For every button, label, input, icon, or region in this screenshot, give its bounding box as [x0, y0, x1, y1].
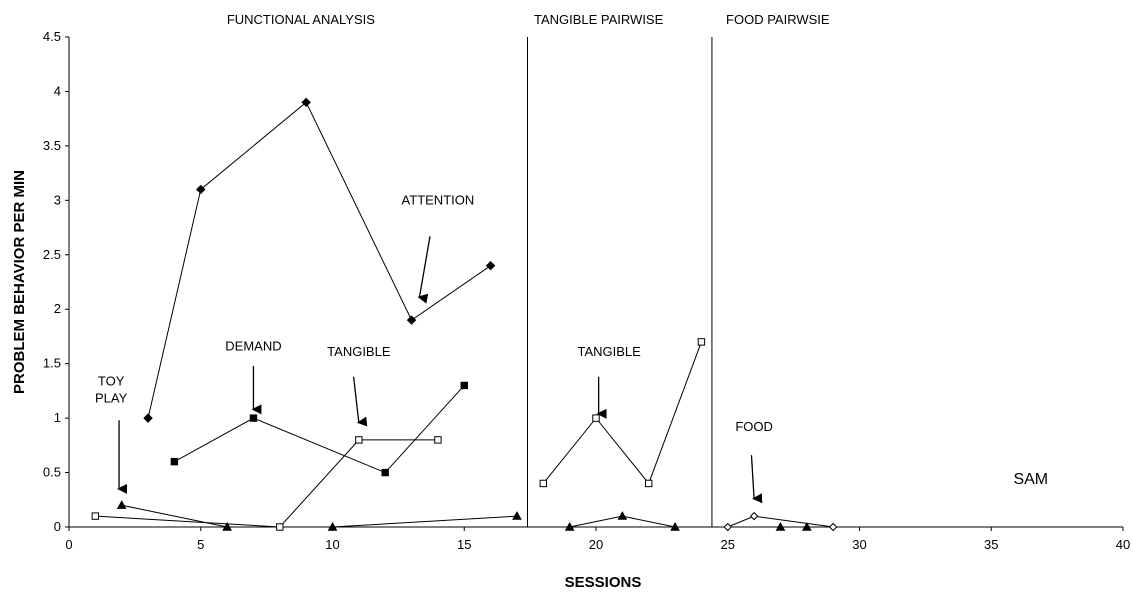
data-point [723, 522, 732, 532]
y-axis-title: PROBLEM BEHAVIOR PER MIN [11, 170, 28, 394]
series-group [775, 521, 812, 531]
y-tick-label: 4.5 [43, 29, 61, 44]
x-tick-label: 40 [1116, 537, 1130, 552]
annotation-line: ATTENTION [402, 193, 475, 208]
data-point [434, 436, 442, 444]
data-point [775, 521, 786, 531]
data-point [564, 521, 575, 531]
participant-label: SAM [1013, 471, 1048, 488]
x-tick-label: 20 [589, 537, 603, 552]
data-point [617, 511, 628, 520]
y-tick-label: 4 [54, 83, 61, 98]
x-axis-title: SESSIONS [565, 574, 642, 591]
data-point [196, 184, 206, 195]
phase-title: FUNCTIONAL ANALYSIS [227, 12, 375, 27]
series-group [539, 338, 706, 488]
annotation-label: TANGIBLE [578, 344, 642, 359]
data-point [539, 479, 547, 488]
annotation-arrow [750, 455, 763, 504]
data-point [828, 522, 838, 532]
phase-title: FOOD PAIRWSIE [726, 12, 830, 27]
data-point [301, 97, 311, 108]
data-point [116, 500, 127, 509]
x-tick-label: 35 [984, 537, 998, 552]
data-point [697, 338, 706, 346]
data-point [670, 521, 680, 531]
data-point [749, 511, 759, 521]
x-tick-label: 10 [325, 537, 339, 552]
data-point [276, 523, 284, 531]
data-point [222, 521, 232, 531]
series-line [542, 341, 702, 485]
annotation-label: TOY PLAY [95, 373, 128, 405]
y-tick-label: 2.5 [43, 247, 61, 262]
data-point [355, 436, 363, 444]
y-tick-label: 2 [54, 301, 61, 316]
phase-lines: FUNCTIONAL ANALYSIS TANGIBLE PAIRWISE FOOD… [227, 12, 830, 527]
data-point [143, 413, 153, 423]
annotation-line: TOY [98, 373, 125, 388]
data-point [327, 521, 338, 531]
y-tick-label: 0.5 [43, 465, 61, 480]
annotation-line: DEMAND [225, 339, 281, 354]
labels: SAM [1013, 471, 1048, 488]
series-group [564, 511, 680, 531]
annotation-label: FOOD [735, 419, 773, 434]
x-tick-label: 0 [65, 537, 72, 552]
annotation-label: DEMAND [225, 339, 281, 354]
y-tick-label: 0 [54, 519, 61, 534]
annotation-arrow [352, 376, 368, 427]
series-group [143, 97, 496, 423]
x-tick-label: 5 [197, 537, 204, 552]
series-group [170, 381, 468, 477]
phase-title: TANGIBLE PAIRWISE [534, 12, 664, 27]
data-point [801, 521, 812, 531]
series-group [116, 500, 522, 531]
annotation-line: PLAY [95, 390, 128, 405]
annotation-arrow [417, 236, 431, 304]
data-point [91, 512, 100, 520]
data-point [381, 468, 389, 477]
annotation-line: FOOD [735, 419, 773, 434]
data-point [512, 511, 522, 520]
x-tick-label: 15 [457, 537, 471, 552]
annotations: TOY PLAY DEMAND TANGIBLE ATTENTION TANGIBLE FO… [95, 193, 773, 504]
data-point [485, 260, 496, 271]
data-point [592, 414, 600, 422]
series-line [95, 439, 438, 528]
data-point [645, 479, 653, 488]
x-tick-label: 25 [721, 537, 735, 552]
series-line [121, 504, 517, 528]
y-tick-label: 1.5 [43, 356, 61, 371]
data-point [170, 457, 179, 466]
y-tick-label: 3.5 [43, 138, 61, 153]
series-group [91, 436, 442, 531]
annotation-line: TANGIBLE [578, 344, 642, 359]
series-line [147, 101, 491, 419]
y-tick-label: 3 [54, 192, 61, 207]
annotation-label: ATTENTION [402, 193, 475, 208]
y-tick-label: 1 [54, 410, 61, 425]
annotation-line: TANGIBLE [327, 344, 391, 359]
x-tick-label: 30 [852, 537, 866, 552]
data-point [460, 381, 468, 390]
data-series [91, 97, 838, 532]
annotation-label: TANGIBLE [327, 344, 391, 359]
axes: 0 0.5 1 1.5 2 2.5 3 3.5 4 4.5 0 5 10 15 20 25 30 35 40 SESS… [11, 29, 1130, 591]
data-point [406, 315, 417, 325]
series-line [174, 385, 465, 474]
data-point [249, 414, 258, 422]
